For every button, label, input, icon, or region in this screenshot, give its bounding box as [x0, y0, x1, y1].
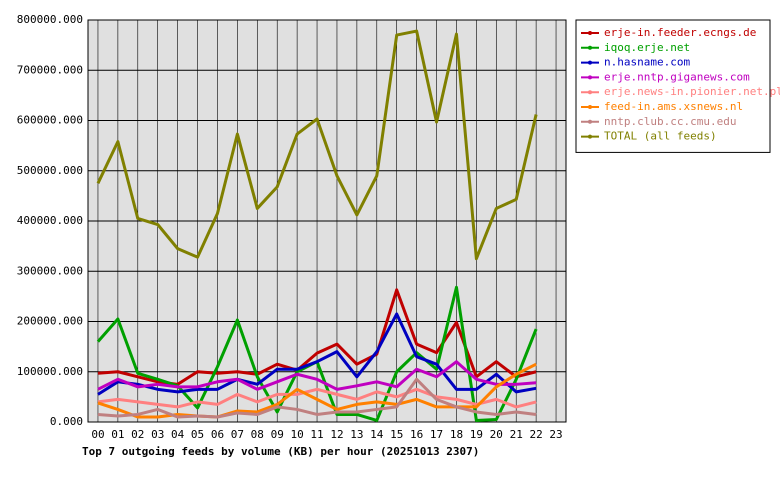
y-tick-label: 200000.000	[17, 315, 83, 328]
y-tick-label: 500000.000	[17, 164, 83, 177]
y-tick-label: 800000.000	[17, 13, 83, 26]
y-tick-label: 700000.000	[17, 63, 83, 76]
legend-dot	[588, 105, 592, 109]
legend-label: n.hasname.com	[604, 56, 690, 69]
x-tick-label: 22	[530, 428, 543, 441]
legend-label: erje-in.feeder.ecngs.de	[604, 26, 756, 39]
x-tick-label: 09	[271, 428, 284, 441]
x-tick-label: 13	[350, 428, 363, 441]
series-line	[97, 312, 537, 396]
legend-label: TOTAL (all feeds)	[604, 130, 717, 143]
x-tick-label: 02	[131, 428, 144, 441]
legend-box	[575, 19, 771, 153]
x-tick-label: 08	[251, 428, 264, 441]
legend-label: feed-in.ams.xsnews.nl	[604, 100, 743, 113]
x-tick-label: 04	[171, 428, 185, 441]
x-tick-label: 10	[291, 428, 304, 441]
legend-dot	[588, 134, 592, 139]
legend-label: erje.news-in.pionier.net.pl	[604, 85, 780, 98]
legend-dot	[588, 90, 592, 95]
x-tick-label: 06	[211, 428, 224, 441]
legend-dot	[588, 31, 592, 35]
x-tick-label: 20	[490, 428, 503, 441]
legend-dot	[588, 75, 592, 80]
series-line	[97, 387, 537, 409]
x-tick-label: 23	[549, 428, 562, 441]
chart-title: Top 7 outgoing feeds by volume (KB) per …	[82, 445, 479, 458]
legend-label: nntp.club.cc.cmu.edu	[604, 115, 736, 128]
x-tick-label: 16	[410, 428, 423, 441]
y-tick-label: 400000.000	[17, 214, 83, 227]
legend-dot	[588, 119, 592, 124]
x-tick-label: 00	[91, 428, 104, 441]
x-tick-label: 17	[430, 428, 443, 441]
x-tick-label: 18	[450, 428, 463, 441]
series-line	[96, 29, 538, 261]
y-tick-label: 100000.000	[17, 365, 83, 378]
x-tick-label: 07	[231, 428, 244, 441]
x-tick-label: 12	[330, 428, 343, 441]
x-tick-label: 19	[470, 428, 483, 441]
y-tick-label: 600000.000	[17, 114, 83, 127]
y-tick-label: 300000.000	[17, 264, 83, 277]
x-tick-label: 15	[390, 428, 403, 441]
x-tick-label: 05	[191, 428, 204, 441]
x-tick-label: 14	[370, 428, 384, 441]
x-tick-label: 03	[151, 428, 164, 441]
x-tick-label: 01	[111, 428, 124, 441]
legend-label: erje.nntp.giganews.com	[604, 70, 750, 83]
series-line	[97, 377, 537, 419]
legend-label: iqoq.erje.net	[604, 41, 690, 54]
x-tick-label: 21	[510, 428, 523, 441]
y-tick-label: 0.000	[50, 415, 83, 428]
legend-dot	[588, 60, 592, 65]
legend-dot	[588, 45, 592, 50]
series-line	[97, 360, 537, 391]
x-tick-label: 11	[310, 428, 323, 441]
